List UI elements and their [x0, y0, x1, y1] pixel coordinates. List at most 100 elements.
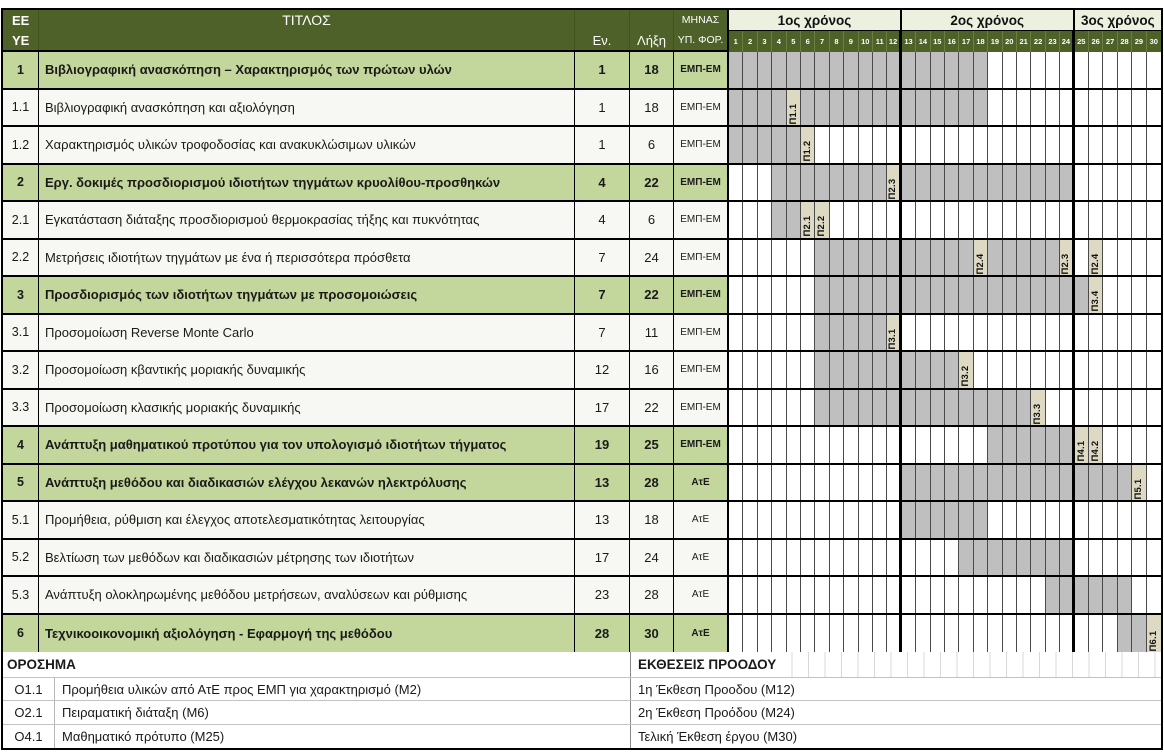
month-cell — [1074, 239, 1089, 275]
gantt-bar-cell — [1074, 464, 1089, 500]
month-cell — [959, 577, 974, 613]
month-cell — [1146, 464, 1161, 500]
task-id-cell: 4 — [3, 427, 39, 463]
task-timeline: Π2.3 — [729, 164, 1161, 200]
month-cell — [1146, 389, 1161, 425]
gantt-bar-cell — [1016, 539, 1032, 575]
month-cell — [1074, 127, 1089, 163]
milestone-code: Ο4.1 — [3, 724, 55, 748]
month-cell — [1031, 52, 1046, 88]
month-cell — [1060, 52, 1075, 88]
month-cell — [988, 577, 1003, 613]
month-cell — [973, 577, 989, 613]
month-cell — [1103, 164, 1118, 200]
deliverable-label-text: Π4.1 — [1075, 440, 1087, 462]
month-cell — [1002, 89, 1017, 125]
month-cell — [1132, 314, 1147, 350]
gantt-row: 3.2 Προσομοίωση κβαντικής μοριακής δυναμι… — [3, 352, 1161, 390]
month-cell — [872, 614, 888, 652]
gantt-bar-cell — [959, 239, 974, 275]
month-cell — [1132, 239, 1147, 275]
report-item: Τελική Έκθεση έργου (Μ30) — [630, 724, 1161, 748]
month-cell — [1132, 202, 1147, 238]
deliverable-label-text: Π6.1 — [1148, 630, 1160, 651]
gantt-bar-cell — [901, 389, 917, 425]
milestone-item: Ο1.1 Προμήθεια υλικών από ΑτΕ προς ΕΜΠ γι… — [3, 678, 630, 701]
month-cell — [1002, 52, 1017, 88]
gantt-bar-cell — [829, 389, 845, 425]
deliverable-label: Π1.2 — [800, 127, 816, 163]
milestones-header-cell: ΟΡΟΣΗΜΑ — [3, 652, 630, 677]
month-cell — [887, 614, 902, 652]
gantt-bar-cell — [901, 52, 917, 88]
gantt-bar-cell — [916, 164, 931, 200]
task-start-cell: 17 — [575, 389, 630, 425]
month-cell — [729, 164, 744, 200]
gantt-bar-cell — [800, 164, 816, 200]
month-cell — [901, 427, 917, 463]
month-cell — [916, 427, 931, 463]
month-cell — [901, 539, 917, 575]
month-cell — [1016, 127, 1032, 163]
month-cell — [743, 427, 758, 463]
month-cell — [772, 577, 787, 613]
month-cell — [973, 427, 989, 463]
gantt-bar-cell — [887, 89, 902, 125]
task-org-cell: ΕΜΠ-ΕΜ — [674, 202, 729, 238]
month-number: 22 — [1031, 31, 1046, 52]
month-cell — [1103, 127, 1118, 163]
month-cell — [815, 539, 830, 575]
month-cell — [1117, 277, 1133, 313]
task-title-cell: Ανάπτυξη ολοκληρωμένης μεθόδου μετρήσεων… — [39, 577, 575, 613]
month-cell — [887, 464, 902, 500]
month-cell — [1117, 239, 1133, 275]
gantt-bar-cell — [1060, 427, 1075, 463]
month-cell — [973, 314, 989, 350]
month-cell — [729, 314, 744, 350]
gantt-bar-cell — [729, 89, 744, 125]
task-title-cell: Εργ. δοκιμές προσδιορισμού ιδιοτήτων τηγ… — [39, 164, 575, 200]
month-cell — [1016, 52, 1032, 88]
gantt-bar-cell — [1132, 614, 1147, 652]
month-cell — [1074, 314, 1089, 350]
gantt-bar-cell — [1002, 277, 1017, 313]
month-cell — [1031, 577, 1046, 613]
deliverable-label-text: Π2.1 — [801, 215, 813, 237]
gantt-bar-cell — [829, 164, 845, 200]
task-start-cell: 1 — [575, 89, 630, 125]
gantt-bar-cell — [930, 52, 945, 88]
month-cell — [916, 202, 931, 238]
month-cell — [786, 502, 801, 538]
month-cell — [930, 127, 945, 163]
month-cell — [1103, 427, 1118, 463]
gantt-bar-cell — [973, 464, 989, 500]
gantt-bar-cell — [815, 239, 830, 275]
gantt-bar-cell — [916, 389, 931, 425]
month-cell — [944, 539, 960, 575]
task-start-cell: 13 — [575, 502, 630, 538]
gantt-bar-cell — [772, 89, 787, 125]
month-cell — [743, 314, 758, 350]
month-cell — [786, 539, 801, 575]
year-band: 1ος χρόνος 2ος χρόνος 3ος χρόνος — [729, 10, 1161, 31]
task-id-cell: 2.1 — [3, 202, 39, 238]
gantt-bar-cell — [1045, 464, 1061, 500]
task-title-cell: Τεχνικοοικονομική αξιολόγηση - Εφαρμογή … — [39, 614, 575, 652]
gantt-bar-cell — [729, 52, 744, 88]
month-cell — [1117, 427, 1133, 463]
gantt-bar-cell — [1002, 239, 1017, 275]
gantt-bar-cell — [973, 89, 989, 125]
month-cell — [1002, 614, 1017, 652]
month-cell — [743, 277, 758, 313]
month-cell — [772, 614, 787, 652]
task-title-cell: Προσδιορισμός των ιδιοτήτων τηγμάτων με … — [39, 277, 575, 313]
month-cell — [1146, 239, 1161, 275]
month-cell — [858, 502, 873, 538]
gantt-bar-cell — [959, 52, 974, 88]
gantt-bar-cell — [1045, 164, 1061, 200]
month-cell — [1103, 352, 1118, 388]
month-cell — [772, 239, 787, 275]
month-cell — [757, 352, 773, 388]
month-cell — [729, 202, 744, 238]
task-timeline — [729, 539, 1161, 575]
